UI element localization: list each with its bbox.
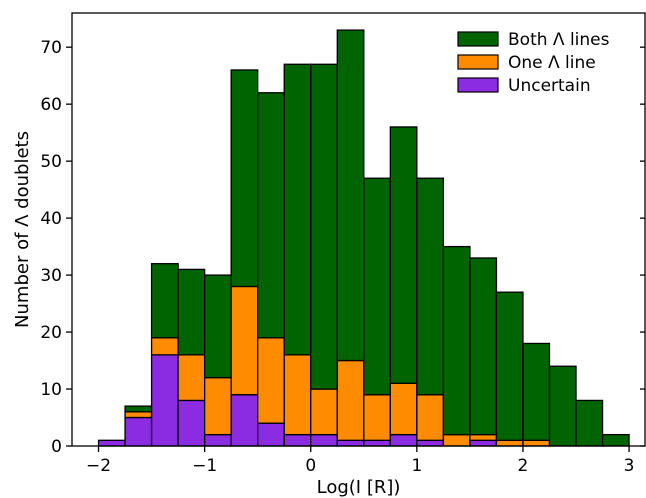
y-tick-label-1: 10 — [40, 380, 62, 400]
bar-both-lines-18 — [575, 399, 604, 447]
x-axis-title: Log(I [R]) — [317, 477, 401, 498]
bar-one-line-14 — [469, 433, 498, 441]
y-tick-label-4: 40 — [40, 209, 62, 229]
bar-both-lines-1 — [124, 405, 153, 413]
plot-frame — [71, 12, 646, 447]
bar-one-line-7 — [283, 354, 312, 436]
bar-one-line-10 — [363, 394, 391, 441]
bar-both-lines-4 — [203, 274, 232, 379]
y-tick-label-0: 0 — [51, 437, 62, 457]
bar-one-line-8 — [310, 388, 338, 436]
bar-uncertain-1 — [124, 416, 153, 447]
bar-both-lines-6 — [257, 92, 285, 339]
bar-one-line-5 — [230, 285, 259, 396]
bars-layer — [97, 29, 630, 447]
y-tick-label-5: 50 — [40, 152, 62, 172]
x-tick-label-3: 1 — [411, 456, 422, 476]
bar-both-lines-15 — [495, 291, 524, 441]
bar-uncertain-5 — [230, 394, 259, 447]
legend-swatch-2 — [457, 77, 499, 93]
y-tick-label-2: 20 — [40, 323, 62, 343]
bar-uncertain-12 — [416, 439, 445, 447]
bar-uncertain-14 — [469, 439, 498, 447]
bar-uncertain-9 — [336, 439, 365, 447]
x-tick-label-0: −2 — [86, 456, 111, 476]
y-tick-label-7: 70 — [40, 38, 62, 58]
x-axis: −2 −1 0 1 2 3 — [86, 12, 645, 476]
bar-both-lines-19 — [601, 433, 630, 447]
bar-uncertain-8 — [310, 433, 338, 447]
bar-uncertain-11 — [389, 433, 418, 447]
bar-both-lines-5 — [230, 69, 259, 288]
bar-uncertain-7 — [283, 433, 312, 447]
bar-both-lines-11 — [389, 126, 418, 384]
x-tick-label-1: −1 — [192, 456, 217, 476]
bar-one-line-3 — [177, 354, 206, 402]
legend-label-0: Both Λ lines — [508, 30, 610, 50]
bar-one-line-2 — [150, 337, 179, 356]
plot-border — [71, 12, 646, 447]
bar-one-line-13 — [442, 433, 471, 447]
bar-one-line-11 — [389, 382, 418, 436]
y-tick-label-3: 30 — [40, 266, 62, 286]
bar-both-lines-13 — [442, 245, 471, 436]
bar-both-lines-7 — [283, 63, 312, 356]
y-tick-label-6: 60 — [40, 95, 62, 115]
bar-one-line-6 — [257, 337, 285, 424]
bar-one-line-9 — [336, 359, 365, 441]
x-tick-label-4: 2 — [518, 456, 529, 476]
legend-label-1: One Λ line — [508, 53, 596, 73]
legend-label-2: Uncertain — [508, 76, 591, 96]
legend: Both Λ lines One Λ line Uncertain — [457, 30, 610, 96]
x-tick-label-5: 3 — [624, 456, 635, 476]
bar-both-lines-9 — [336, 29, 365, 362]
bar-uncertain-4 — [203, 433, 232, 447]
bar-uncertain-0 — [97, 439, 126, 447]
bar-one-line-1 — [124, 411, 153, 419]
bar-one-line-12 — [416, 394, 445, 441]
bar-uncertain-10 — [363, 439, 391, 447]
bar-both-lines-10 — [363, 177, 391, 396]
bar-one-line-16 — [522, 439, 551, 447]
legend-swatch-0 — [457, 31, 499, 47]
bar-one-line-15 — [495, 439, 524, 447]
bar-one-line-4 — [203, 376, 232, 436]
x-tick-label-2: 0 — [305, 456, 316, 476]
bar-both-lines-17 — [548, 365, 577, 447]
bar-both-lines-14 — [469, 257, 498, 436]
bar-uncertain-2 — [150, 354, 179, 447]
y-axis-title: Number of Λ doublets — [12, 131, 33, 328]
bar-both-lines-3 — [177, 268, 206, 356]
bar-both-lines-2 — [150, 263, 179, 339]
bar-both-lines-12 — [416, 177, 445, 396]
y-axis: 0 10 20 30 40 50 60 70 — [40, 38, 72, 457]
bar-both-lines-8 — [310, 63, 338, 390]
bar-uncertain-6 — [257, 422, 285, 447]
bar-both-lines-16 — [522, 342, 551, 441]
bar-uncertain-3 — [177, 399, 206, 447]
legend-swatch-1 — [457, 54, 499, 70]
